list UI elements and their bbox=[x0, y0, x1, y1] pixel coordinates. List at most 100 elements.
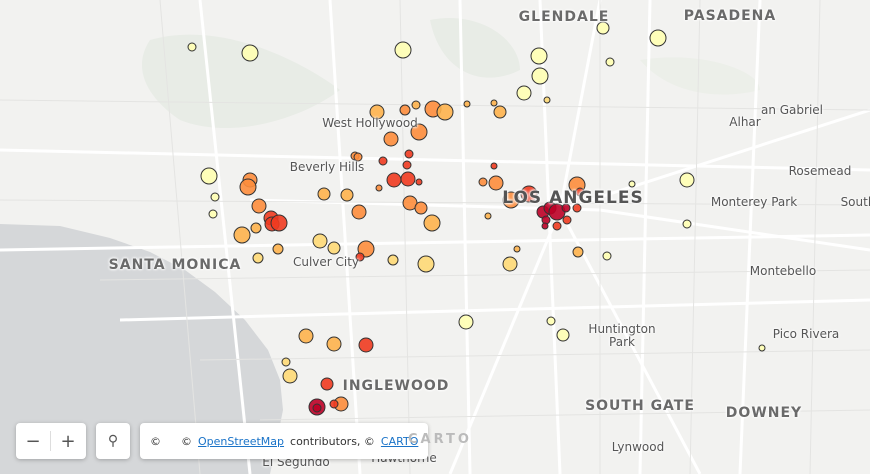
incident-marker[interactable] bbox=[546, 316, 556, 326]
incident-marker[interactable] bbox=[251, 198, 267, 214]
incident-marker[interactable] bbox=[312, 403, 322, 413]
place-label: PASADENA bbox=[683, 8, 777, 24]
zoom-out-button[interactable]: − bbox=[25, 430, 41, 452]
incident-marker[interactable] bbox=[541, 222, 549, 230]
incident-marker[interactable] bbox=[531, 67, 549, 85]
incident-marker[interactable] bbox=[458, 314, 474, 330]
incident-marker[interactable] bbox=[493, 105, 507, 119]
place-label: SANTA MONICA bbox=[108, 257, 242, 273]
incident-marker[interactable] bbox=[270, 214, 288, 232]
incident-marker[interactable] bbox=[502, 256, 518, 272]
zoom-in-button[interactable]: + bbox=[60, 430, 76, 452]
incident-marker[interactable] bbox=[561, 203, 571, 213]
incident-marker[interactable] bbox=[520, 185, 538, 203]
incident-marker[interactable] bbox=[543, 96, 551, 104]
incident-marker[interactable] bbox=[208, 209, 218, 219]
divider bbox=[50, 431, 51, 451]
incident-marker[interactable] bbox=[200, 167, 218, 185]
incident-marker[interactable] bbox=[605, 57, 615, 67]
incident-marker[interactable] bbox=[530, 47, 548, 65]
incident-marker[interactable] bbox=[649, 29, 667, 47]
incident-marker[interactable] bbox=[628, 180, 636, 188]
place-label: Montebello bbox=[749, 264, 817, 278]
incident-marker[interactable] bbox=[562, 215, 572, 225]
incident-marker[interactable] bbox=[312, 233, 328, 249]
incident-marker[interactable] bbox=[340, 188, 354, 202]
incident-marker[interactable] bbox=[572, 246, 584, 258]
incident-marker[interactable] bbox=[575, 187, 585, 197]
incident-marker[interactable] bbox=[417, 255, 435, 273]
incident-marker[interactable] bbox=[490, 162, 498, 170]
incident-marker[interactable] bbox=[272, 243, 284, 255]
incident-marker[interactable] bbox=[513, 245, 521, 253]
incident-marker[interactable] bbox=[484, 212, 492, 220]
incident-marker[interactable] bbox=[210, 192, 220, 202]
incident-marker[interactable] bbox=[436, 103, 454, 121]
incident-marker[interactable] bbox=[326, 336, 342, 352]
incident-marker[interactable] bbox=[572, 203, 582, 213]
incident-marker[interactable] bbox=[317, 187, 331, 201]
ocean bbox=[0, 224, 283, 474]
incident-marker[interactable] bbox=[402, 160, 412, 170]
incident-marker[interactable] bbox=[414, 201, 428, 215]
attribution-panel: © © OpenStreetMap contributors, © CARTO bbox=[140, 423, 429, 459]
zoom-controls: − + bbox=[16, 423, 86, 459]
carto-link[interactable]: CARTO bbox=[380, 434, 419, 448]
incident-marker[interactable] bbox=[239, 178, 257, 196]
incident-marker[interactable] bbox=[602, 251, 612, 261]
place-label: Park bbox=[609, 335, 635, 349]
incident-marker[interactable] bbox=[378, 156, 388, 166]
incident-marker[interactable] bbox=[404, 149, 414, 159]
incident-marker[interactable] bbox=[394, 41, 412, 59]
incident-marker[interactable] bbox=[383, 131, 399, 147]
incident-marker[interactable] bbox=[490, 99, 498, 107]
place-label: Lynwood bbox=[611, 440, 665, 454]
incident-marker[interactable] bbox=[679, 172, 695, 188]
incident-marker[interactable] bbox=[488, 175, 504, 191]
incident-marker[interactable] bbox=[320, 377, 334, 391]
incident-marker[interactable] bbox=[329, 399, 339, 409]
incident-marker[interactable] bbox=[282, 368, 298, 384]
incident-marker[interactable] bbox=[552, 221, 562, 231]
incident-marker[interactable] bbox=[233, 226, 251, 244]
incident-marker[interactable] bbox=[387, 254, 399, 266]
incident-marker[interactable] bbox=[758, 344, 766, 352]
incident-marker[interactable] bbox=[423, 214, 441, 232]
incident-marker[interactable] bbox=[410, 123, 428, 141]
incident-marker[interactable] bbox=[386, 172, 402, 188]
place-label: South bbox=[840, 195, 870, 209]
incident-marker[interactable] bbox=[516, 85, 532, 101]
incident-marker[interactable] bbox=[298, 328, 314, 344]
incident-marker[interactable] bbox=[556, 328, 570, 342]
incident-marker[interactable] bbox=[415, 178, 423, 186]
incident-marker[interactable] bbox=[478, 177, 488, 187]
info-icon[interactable]: © bbox=[150, 434, 161, 448]
incident-marker[interactable] bbox=[596, 21, 610, 35]
incident-marker[interactable] bbox=[358, 337, 374, 353]
incident-marker[interactable] bbox=[281, 357, 291, 367]
crime-markers bbox=[187, 21, 766, 416]
incident-marker[interactable] bbox=[351, 204, 367, 220]
attribution-prefix: © bbox=[181, 434, 192, 448]
incident-marker[interactable] bbox=[250, 222, 262, 234]
incident-marker[interactable] bbox=[187, 42, 197, 52]
incident-marker[interactable] bbox=[241, 44, 259, 62]
place-label: SOUTH GATE bbox=[585, 398, 695, 414]
incident-marker[interactable] bbox=[400, 171, 416, 187]
incident-marker[interactable] bbox=[375, 184, 383, 192]
incident-marker[interactable] bbox=[355, 252, 365, 262]
place-label: Culver City bbox=[292, 255, 360, 269]
place-label: INGLEWOOD bbox=[342, 378, 450, 394]
incident-marker[interactable] bbox=[353, 152, 363, 162]
incident-marker[interactable] bbox=[682, 219, 692, 229]
search-button[interactable]: ⚲ bbox=[96, 423, 130, 459]
incident-marker[interactable] bbox=[327, 241, 341, 255]
incident-marker[interactable] bbox=[369, 104, 385, 120]
osm-link[interactable]: OpenStreetMap bbox=[198, 434, 285, 448]
incident-marker[interactable] bbox=[502, 191, 520, 209]
incident-marker[interactable] bbox=[252, 252, 264, 264]
incident-marker[interactable] bbox=[411, 100, 421, 110]
incident-marker[interactable] bbox=[463, 100, 471, 108]
incident-marker[interactable] bbox=[399, 104, 411, 116]
